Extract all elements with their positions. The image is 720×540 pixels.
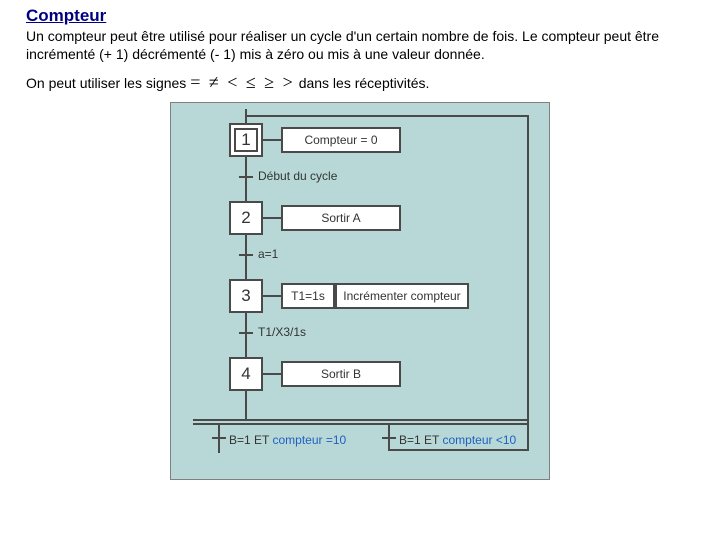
step-3-connector (263, 295, 281, 297)
transition-1: Début du cycle (258, 169, 337, 183)
transition-2: a=1 (258, 247, 278, 261)
branch-right-v (388, 425, 390, 443)
vline-after-1 (245, 157, 247, 201)
section-title: Compteur (26, 6, 694, 26)
grafcet-diagram: 1 Compteur = 0 Début du cycle 2 Sortir A a=1 3… (170, 102, 550, 480)
vline-after-3 (245, 313, 247, 357)
step-3-action-0: T1=1s (281, 283, 335, 309)
branch-left-exit (218, 443, 220, 453)
step-1: 1 (229, 123, 263, 157)
step-4: 4 (229, 357, 263, 391)
intro-paragraph: Un compteur peut être utilisé pour réali… (26, 28, 694, 63)
step-3-action-1: Incrémenter compteur (335, 283, 469, 309)
comparison-signs: = ≠ < ≤ ≥ > (190, 72, 295, 92)
fork-cond-right: B=1 ET compteur <10 (399, 433, 516, 447)
vline-after-2 (245, 235, 247, 279)
loop-right (527, 115, 529, 451)
signs-paragraph: On peut utiliser les signes = ≠ < ≤ ≥ > … (26, 71, 694, 94)
signs-prefix: On peut utiliser les signes (26, 75, 190, 91)
step-4-connector (263, 373, 281, 375)
fork-cond-left: B=1 ET compteur =10 (229, 433, 346, 447)
fork-bar (193, 419, 529, 425)
tick-2 (239, 254, 253, 256)
step-4-action-0: Sortir B (281, 361, 401, 387)
vline-after-4 (245, 391, 247, 419)
branch-left-v (218, 425, 220, 443)
tick-1 (239, 176, 253, 178)
branch-right-tick (382, 437, 396, 439)
step-1-action-0: Compteur = 0 (281, 127, 401, 153)
step-2-action-0: Sortir A (281, 205, 401, 231)
step-3: 3 (229, 279, 263, 313)
loop-bottom (388, 449, 528, 451)
step-2: 2 (229, 201, 263, 235)
step-2-connector (263, 217, 281, 219)
branch-left-tick (212, 437, 226, 439)
transition-3: T1/X3/1s (258, 325, 306, 339)
tick-3 (239, 332, 253, 334)
signs-suffix: dans les réceptivités. (299, 75, 430, 91)
step-1-connector (263, 139, 281, 141)
loop-top (245, 115, 528, 117)
